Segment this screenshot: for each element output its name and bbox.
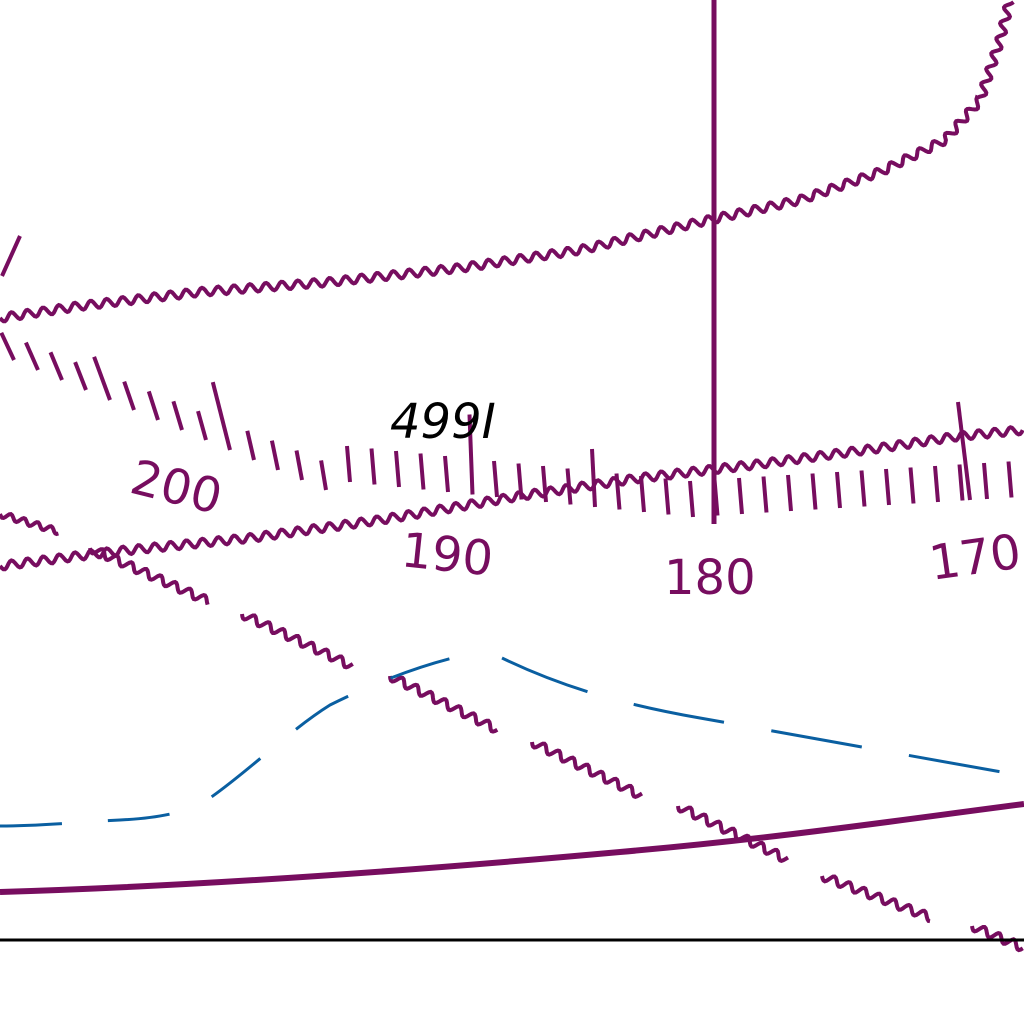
solid-reference-lines (0, 0, 1024, 942)
scale-tick-major (956, 401, 972, 501)
left-wavy-stub (0, 512, 59, 537)
scale-tick (146, 390, 160, 421)
dashed-depth-contours (0, 652, 1024, 828)
scale-ticks (0, 331, 1014, 518)
scale-tick (73, 361, 88, 391)
dashed-wavy-segment (970, 925, 1024, 953)
scale-tick (418, 453, 426, 490)
scale-tick (516, 463, 524, 500)
scale-tick (810, 473, 818, 510)
wavy-boundary-lines (0, 0, 1024, 953)
scale-tick (688, 480, 695, 518)
dashed-wavy-segment (530, 741, 644, 800)
scale-tick (982, 462, 989, 500)
scale-tick (24, 341, 40, 371)
scale-label-180: 180 (664, 550, 756, 606)
scale-tick (957, 464, 965, 501)
sounding-label: 499I (390, 394, 496, 450)
scale-tick (639, 475, 646, 513)
scale-tick (541, 465, 548, 503)
scale-tick (210, 381, 232, 451)
scale-tick (712, 479, 720, 516)
scale-tick (467, 414, 475, 495)
scale-tick (590, 448, 597, 508)
scale-tick (835, 471, 842, 509)
scale-tick (761, 476, 769, 513)
scale-tick (171, 400, 184, 431)
dashed-wavy-segment (676, 805, 790, 864)
dashed-contour-right (501, 656, 1024, 778)
scale-tick (492, 460, 499, 498)
middle-wavy-line (0, 425, 1024, 572)
scale-label-170: 170 (926, 524, 1024, 592)
dashed-wavy-segment (820, 874, 931, 924)
dashed-wavy-segment (388, 675, 499, 734)
scale-tick (565, 468, 573, 505)
scale-label-200: 200 (125, 449, 227, 526)
scale-tick (92, 356, 112, 401)
scale-tick (394, 450, 401, 488)
scale-tick (122, 380, 136, 411)
dashed-wavy-segment (240, 613, 354, 670)
scale-tick (48, 351, 64, 381)
scale-tick (319, 460, 328, 491)
upper-wavy-line (0, 0, 1015, 324)
scale-tick (196, 410, 208, 441)
scale-tick (933, 465, 940, 503)
scale-tick (269, 440, 280, 471)
scale-tick (614, 473, 622, 510)
scale-tick (1006, 461, 1014, 498)
lower-solid-line (0, 801, 1024, 895)
scale-tick (0, 331, 16, 361)
scale-tick (884, 468, 891, 506)
scale-tick (908, 467, 916, 504)
scale-tick (345, 445, 352, 483)
dashed-contour-left (0, 652, 471, 828)
scale-tick (786, 474, 793, 512)
scale-tick (663, 478, 671, 515)
scale-tick (245, 430, 256, 461)
scale-tick (369, 448, 377, 485)
scale-tick (737, 477, 744, 515)
edge-stroke (0, 235, 22, 277)
scale-tick (859, 470, 867, 507)
dashed-wavy-segment (88, 547, 210, 606)
scale-label-190: 190 (399, 522, 496, 587)
scale-tick (294, 450, 304, 481)
scale-tick (443, 455, 450, 493)
